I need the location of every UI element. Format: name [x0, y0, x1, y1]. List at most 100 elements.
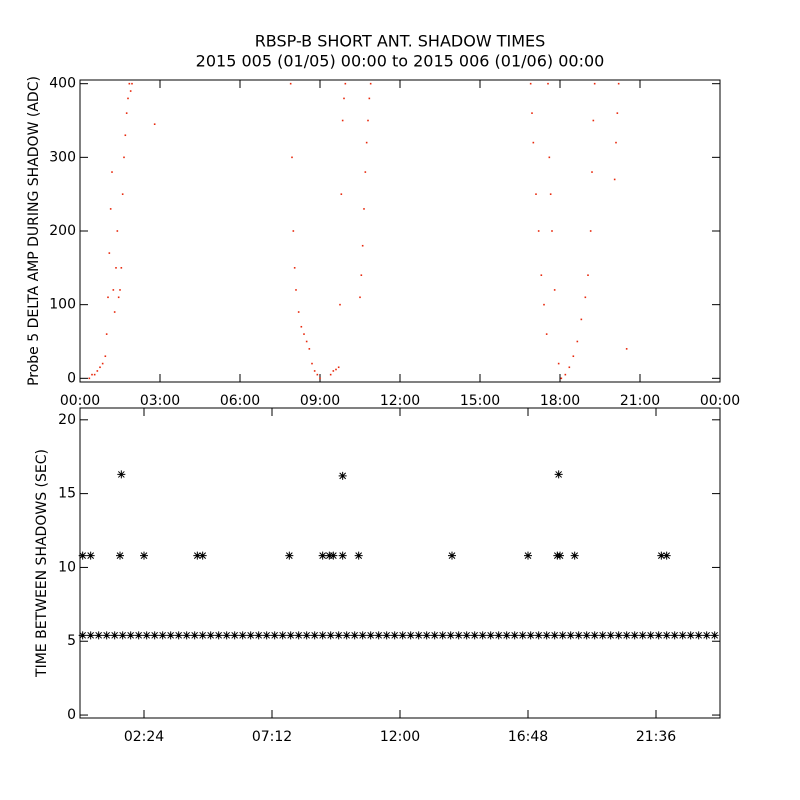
data-point — [91, 373, 93, 376]
data-point — [115, 267, 117, 269]
x-tick-label: 12:00 — [380, 393, 420, 409]
star-marker — [86, 551, 95, 560]
star-marker — [134, 631, 143, 640]
data-point — [88, 377, 91, 380]
star-marker — [622, 631, 631, 640]
data-point — [553, 289, 556, 291]
data-point — [93, 373, 96, 376]
data-point — [613, 178, 616, 181]
data-point — [108, 252, 111, 254]
x-tick-label: 00:00 — [700, 393, 740, 409]
plot-frame — [79, 407, 721, 719]
star-marker — [638, 631, 647, 640]
star-marker — [118, 631, 127, 640]
star-marker — [206, 631, 215, 640]
star-marker — [338, 471, 347, 480]
data-point — [291, 156, 293, 159]
star-marker — [510, 631, 519, 640]
data-point — [369, 82, 372, 85]
star-marker — [214, 631, 223, 640]
data-point — [292, 230, 295, 232]
star-marker — [454, 631, 463, 640]
x-tick-label: 18:00 — [540, 393, 580, 409]
data-point — [529, 82, 532, 85]
x-tick-label: 21:36 — [636, 729, 676, 745]
data-point — [153, 123, 156, 125]
star-marker — [190, 631, 199, 640]
data-point — [360, 274, 363, 276]
data-point — [316, 373, 319, 376]
star-marker — [238, 631, 247, 640]
data-point — [340, 193, 343, 195]
star-marker — [286, 631, 295, 640]
data-point — [364, 171, 367, 173]
data-point — [105, 333, 108, 335]
y-tick-label: 0 — [67, 707, 76, 723]
data-point — [112, 289, 115, 291]
star-marker — [558, 631, 567, 640]
star-marker — [78, 551, 87, 560]
star-marker — [614, 631, 623, 640]
star-marker — [438, 631, 447, 640]
star-marker — [422, 631, 431, 640]
star-marker — [326, 631, 335, 640]
star-marker — [150, 631, 159, 640]
chart-subtitle: 2015 005 (01/05) 00:00 to 2015 006 (01/0… — [196, 52, 605, 71]
data-point — [293, 267, 296, 269]
data-point — [543, 303, 545, 306]
data-point — [343, 97, 345, 100]
y-tick-label: 400 — [49, 76, 76, 92]
data-point — [123, 156, 125, 159]
data-point — [124, 134, 127, 137]
star-marker — [366, 631, 375, 640]
y-axis-label: TIME BETWEEN SHADOWS (SEC) — [34, 449, 50, 678]
star-marker — [350, 631, 359, 640]
data-point — [548, 156, 551, 159]
star-marker — [325, 551, 334, 560]
data-point — [615, 141, 617, 144]
star-marker — [117, 470, 126, 479]
star-marker — [570, 551, 579, 560]
data-point — [117, 296, 120, 299]
star-marker — [542, 631, 551, 640]
star-marker — [358, 631, 367, 640]
star-marker — [657, 551, 666, 560]
star-marker — [710, 631, 719, 640]
data-point — [297, 311, 300, 313]
data-point — [545, 333, 548, 335]
star-marker — [285, 551, 294, 560]
star-marker — [318, 631, 327, 640]
star-marker — [430, 631, 439, 640]
data-point — [365, 141, 368, 144]
data-point — [576, 340, 579, 343]
star-marker — [86, 631, 95, 640]
data-point — [128, 82, 131, 85]
star-marker — [78, 631, 87, 640]
data-point — [564, 373, 567, 376]
star-marker — [590, 631, 599, 640]
data-point — [329, 373, 332, 376]
data-point — [361, 244, 364, 247]
data-point — [101, 362, 104, 365]
star-marker — [390, 631, 399, 640]
x-tick-label: 06:00 — [220, 393, 260, 409]
data-point — [311, 362, 313, 365]
star-marker — [318, 551, 327, 560]
y-tick-label: 200 — [49, 223, 76, 239]
star-marker — [230, 631, 239, 640]
data-point — [107, 296, 109, 299]
star-marker — [374, 631, 383, 640]
star-marker — [526, 631, 535, 640]
plot-frame — [79, 79, 721, 383]
star-marker — [342, 631, 351, 640]
data-point — [119, 289, 121, 291]
star-marker — [646, 631, 655, 640]
data-point — [344, 82, 347, 85]
data-point — [549, 193, 552, 195]
star-marker — [606, 631, 615, 640]
data-point — [295, 289, 297, 291]
star-marker — [406, 631, 415, 640]
data-point — [591, 171, 593, 173]
star-marker — [662, 551, 671, 560]
y-tick-label: 20 — [58, 412, 76, 428]
